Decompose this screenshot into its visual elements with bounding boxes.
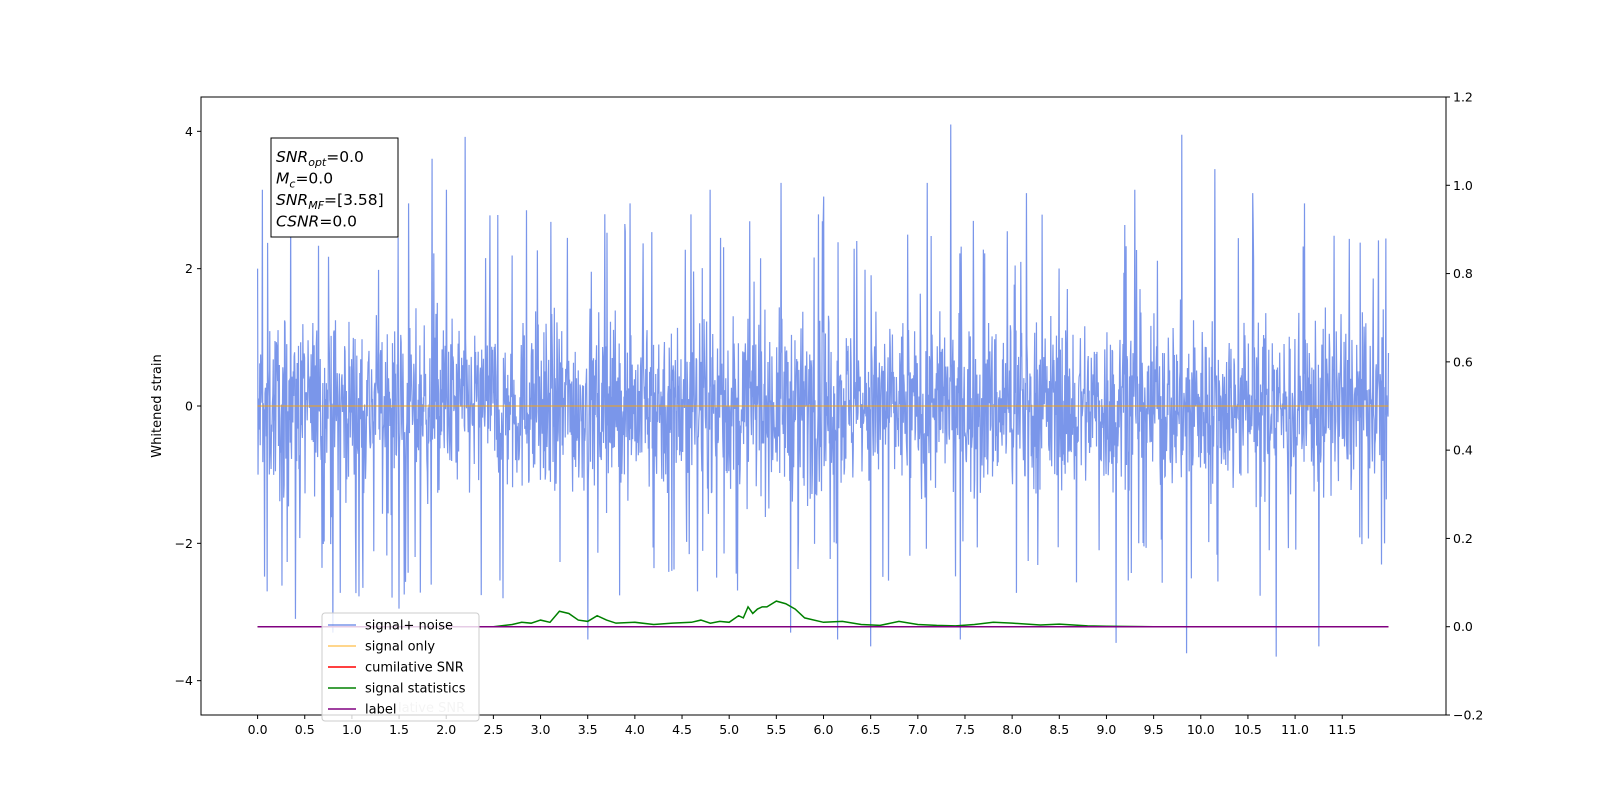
x-tick-label: 8.0: [1002, 722, 1022, 737]
annotation-frame: [270, 137, 399, 238]
legend-entry: label: [365, 703, 396, 718]
x-tick-label: 3.0: [531, 722, 551, 737]
y-right-tick-label: 0.0: [1453, 619, 1473, 634]
series-signal-noise: [256, 124, 1390, 657]
y-tick-label: 0: [185, 399, 193, 414]
y-right-tick-label: 0.6: [1453, 354, 1473, 369]
y-right-tick-label: 0.2: [1453, 531, 1473, 546]
x-tick-label: 5.5: [766, 722, 786, 737]
x-tick-label: 6.5: [861, 722, 881, 737]
x-tick-label: 1.0: [342, 722, 362, 737]
y-tick-label: −2: [175, 536, 193, 551]
annotation-line: SNRMF=[3.58]: [276, 191, 384, 212]
annotation-line: Mc=0.0: [276, 170, 333, 191]
x-tick-label: 11.0: [1281, 722, 1309, 737]
x-tick-label: 9.0: [1097, 722, 1117, 737]
legend-entry: signal only: [365, 640, 435, 655]
x-tick-label: 4.0: [625, 722, 645, 737]
x-tick-label: 10.0: [1187, 722, 1215, 737]
x-tick-label: 1.5: [389, 722, 409, 737]
y-right-tick-label: 1.2: [1453, 90, 1473, 105]
y-right-tick-label: −0.2: [1453, 708, 1483, 723]
x-tick-label: 7.5: [955, 722, 975, 737]
x-tick-label: 10.5: [1234, 722, 1262, 737]
annotation-line: CSNR=0.0: [276, 213, 357, 231]
legend-frame: [321, 612, 480, 722]
x-tick-label: 0.0: [248, 722, 268, 737]
y-right-tick-label: 1.0: [1453, 178, 1473, 193]
x-tick-label: 2.5: [483, 722, 503, 737]
x-tick-label: 6.0: [814, 722, 834, 737]
x-tick-label: 0.5: [295, 722, 315, 737]
legend-entry: signal statistics: [365, 682, 466, 697]
annotation-line: SNRopt=0.0: [276, 148, 364, 169]
x-tick-label: 8.5: [1049, 722, 1069, 737]
x-tick-label: 2.0: [436, 722, 456, 737]
legend-entry: signal+ noise: [365, 619, 453, 634]
y-right-tick-label: 0.8: [1453, 266, 1473, 281]
y-axis-label: Whitened strain: [150, 354, 165, 457]
series-signal-statistics: [257, 600, 1380, 628]
y-right-tick-label: 0.4: [1453, 443, 1473, 458]
x-tick-label: 4.5: [672, 722, 692, 737]
x-tick-label: 11.5: [1328, 722, 1356, 737]
x-tick-label: 3.5: [578, 722, 598, 737]
legend-entry: cumilative SNR: [365, 661, 464, 676]
x-tick-label: 9.5: [1144, 722, 1164, 737]
x-tick-label: 5.0: [719, 722, 739, 737]
y-tick-label: −4: [175, 673, 193, 688]
x-tick-label: 7.0: [908, 722, 928, 737]
y-tick-label: 2: [185, 261, 193, 276]
y-tick-label: 4: [185, 124, 193, 139]
